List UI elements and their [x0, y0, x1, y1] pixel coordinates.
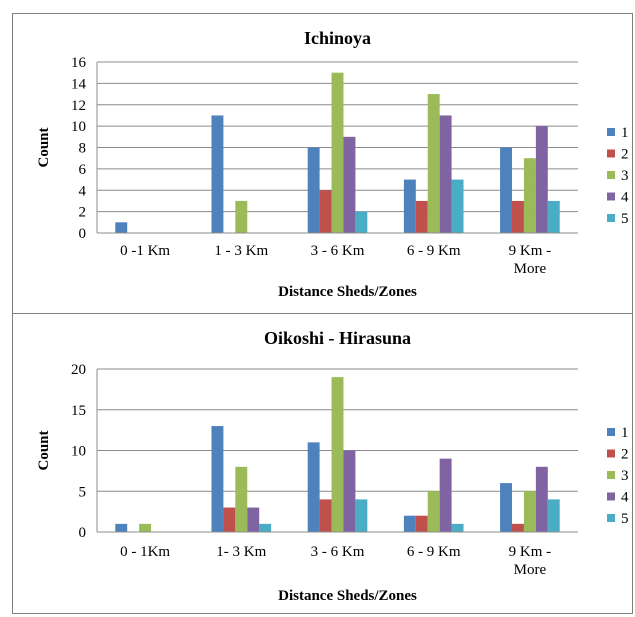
- legend-label-3: 3: [621, 168, 629, 184]
- chart-frame-bottom: [12, 313, 633, 614]
- bar-series-3: [331, 72, 344, 233]
- x-tick-label: 0 - 1Km: [120, 544, 170, 560]
- chart-title: Oikoshi - Hirasuna: [264, 328, 411, 348]
- legend-swatch-1: [607, 428, 615, 436]
- bar-series-1: [211, 426, 224, 532]
- bar-series-3: [331, 377, 344, 532]
- y-tick-label: 2: [79, 205, 87, 221]
- y-tick-label: 15: [71, 403, 86, 419]
- bar-series-1: [115, 222, 128, 233]
- y-tick-label: 20: [71, 362, 86, 378]
- y-tick-label: 0: [79, 226, 87, 242]
- legend-label-1: 1: [621, 125, 629, 141]
- x-tick-label: 3 - 6 Km: [311, 243, 365, 259]
- bar-series-3: [523, 158, 536, 233]
- bar-series-4: [535, 126, 548, 233]
- legend-swatch-2: [607, 449, 615, 458]
- bar-series-1: [307, 147, 320, 233]
- bar-series-1: [403, 515, 416, 532]
- y-tick-label: 10: [71, 444, 86, 460]
- legend-swatch-5: [607, 214, 615, 222]
- bar-series-4: [247, 507, 260, 532]
- legend-swatch-2: [607, 149, 615, 158]
- y-tick-label: 0: [79, 525, 87, 541]
- legend-label-4: 4: [621, 190, 629, 206]
- bar-series-2: [512, 200, 524, 233]
- y-tick-label: 16: [71, 55, 87, 71]
- bar-series-5: [547, 200, 560, 233]
- x-tick-label: 1- 3 Km: [216, 544, 266, 560]
- x-tick-label: More: [514, 562, 547, 578]
- bar-series-2: [223, 507, 236, 532]
- bar-series-3: [523, 491, 536, 532]
- bar-series-5: [355, 211, 368, 233]
- legend-swatch-3: [607, 471, 615, 479]
- x-tick-label: 6 - 9 Km: [407, 243, 461, 259]
- bar-series-5: [451, 179, 464, 233]
- bar-series-5: [547, 499, 560, 532]
- bar-series-1: [500, 147, 513, 233]
- legend-label-2: 2: [621, 447, 629, 463]
- legend-swatch-4: [607, 192, 615, 201]
- legend-label-2: 2: [621, 147, 629, 163]
- bar-series-2: [415, 515, 428, 532]
- legend-label-3: 3: [621, 468, 629, 484]
- legend-label-5: 5: [621, 511, 629, 527]
- bar-series-2: [415, 200, 428, 233]
- x-axis-title: Distance Sheds/Zones: [278, 588, 417, 604]
- legend-swatch-4: [607, 492, 615, 501]
- legend-label-5: 5: [621, 211, 629, 227]
- x-axis-title: Distance Sheds/Zones: [278, 284, 417, 300]
- bar-series-3: [235, 466, 248, 532]
- bar-series-4: [343, 136, 356, 233]
- bar-series-1: [307, 442, 320, 532]
- bar-series-5: [259, 523, 272, 532]
- x-tick-label: 1 - 3 Km: [214, 243, 268, 259]
- y-tick-label: 14: [71, 76, 87, 92]
- bar-series-3: [235, 200, 248, 233]
- y-axis-title: Count: [36, 127, 52, 167]
- y-tick-label: 6: [79, 162, 87, 178]
- bar-series-4: [439, 115, 452, 233]
- bar-series-3: [427, 491, 440, 532]
- bar-series-1: [500, 483, 513, 532]
- x-tick-label: 3 - 6 Km: [311, 544, 365, 560]
- x-tick-label: 9 Km -: [509, 243, 552, 259]
- bar-series-3: [139, 523, 152, 532]
- x-tick-label: 0 -1 Km: [120, 243, 170, 259]
- y-tick-label: 8: [79, 141, 87, 157]
- x-tick-label: 6 - 9 Km: [407, 544, 461, 560]
- bar-series-3: [427, 94, 440, 233]
- bar-series-5: [355, 499, 368, 532]
- bar-series-4: [343, 450, 356, 532]
- y-axis-title: Count: [36, 430, 52, 470]
- bar-series-5: [451, 523, 464, 532]
- bar-series-4: [439, 458, 452, 532]
- legend-swatch-1: [607, 128, 615, 136]
- bar-series-2: [319, 190, 332, 233]
- chart-title: Ichinoya: [304, 28, 371, 48]
- y-tick-label: 4: [79, 183, 87, 199]
- y-tick-label: 10: [71, 119, 86, 135]
- bar-series-1: [211, 115, 224, 233]
- bar-series-2: [512, 523, 524, 532]
- y-tick-label: 12: [71, 98, 86, 114]
- legend-label-1: 1: [621, 425, 629, 441]
- bar-series-1: [403, 179, 416, 233]
- x-tick-label: More: [514, 261, 547, 277]
- bar-series-1: [115, 523, 128, 532]
- x-tick-label: 9 Km -: [509, 544, 552, 560]
- legend-swatch-5: [607, 514, 615, 522]
- legend-swatch-3: [607, 171, 615, 179]
- bar-series-2: [319, 499, 332, 532]
- y-tick-label: 5: [79, 484, 87, 500]
- bar-series-4: [535, 466, 548, 532]
- legend-label-4: 4: [621, 490, 629, 506]
